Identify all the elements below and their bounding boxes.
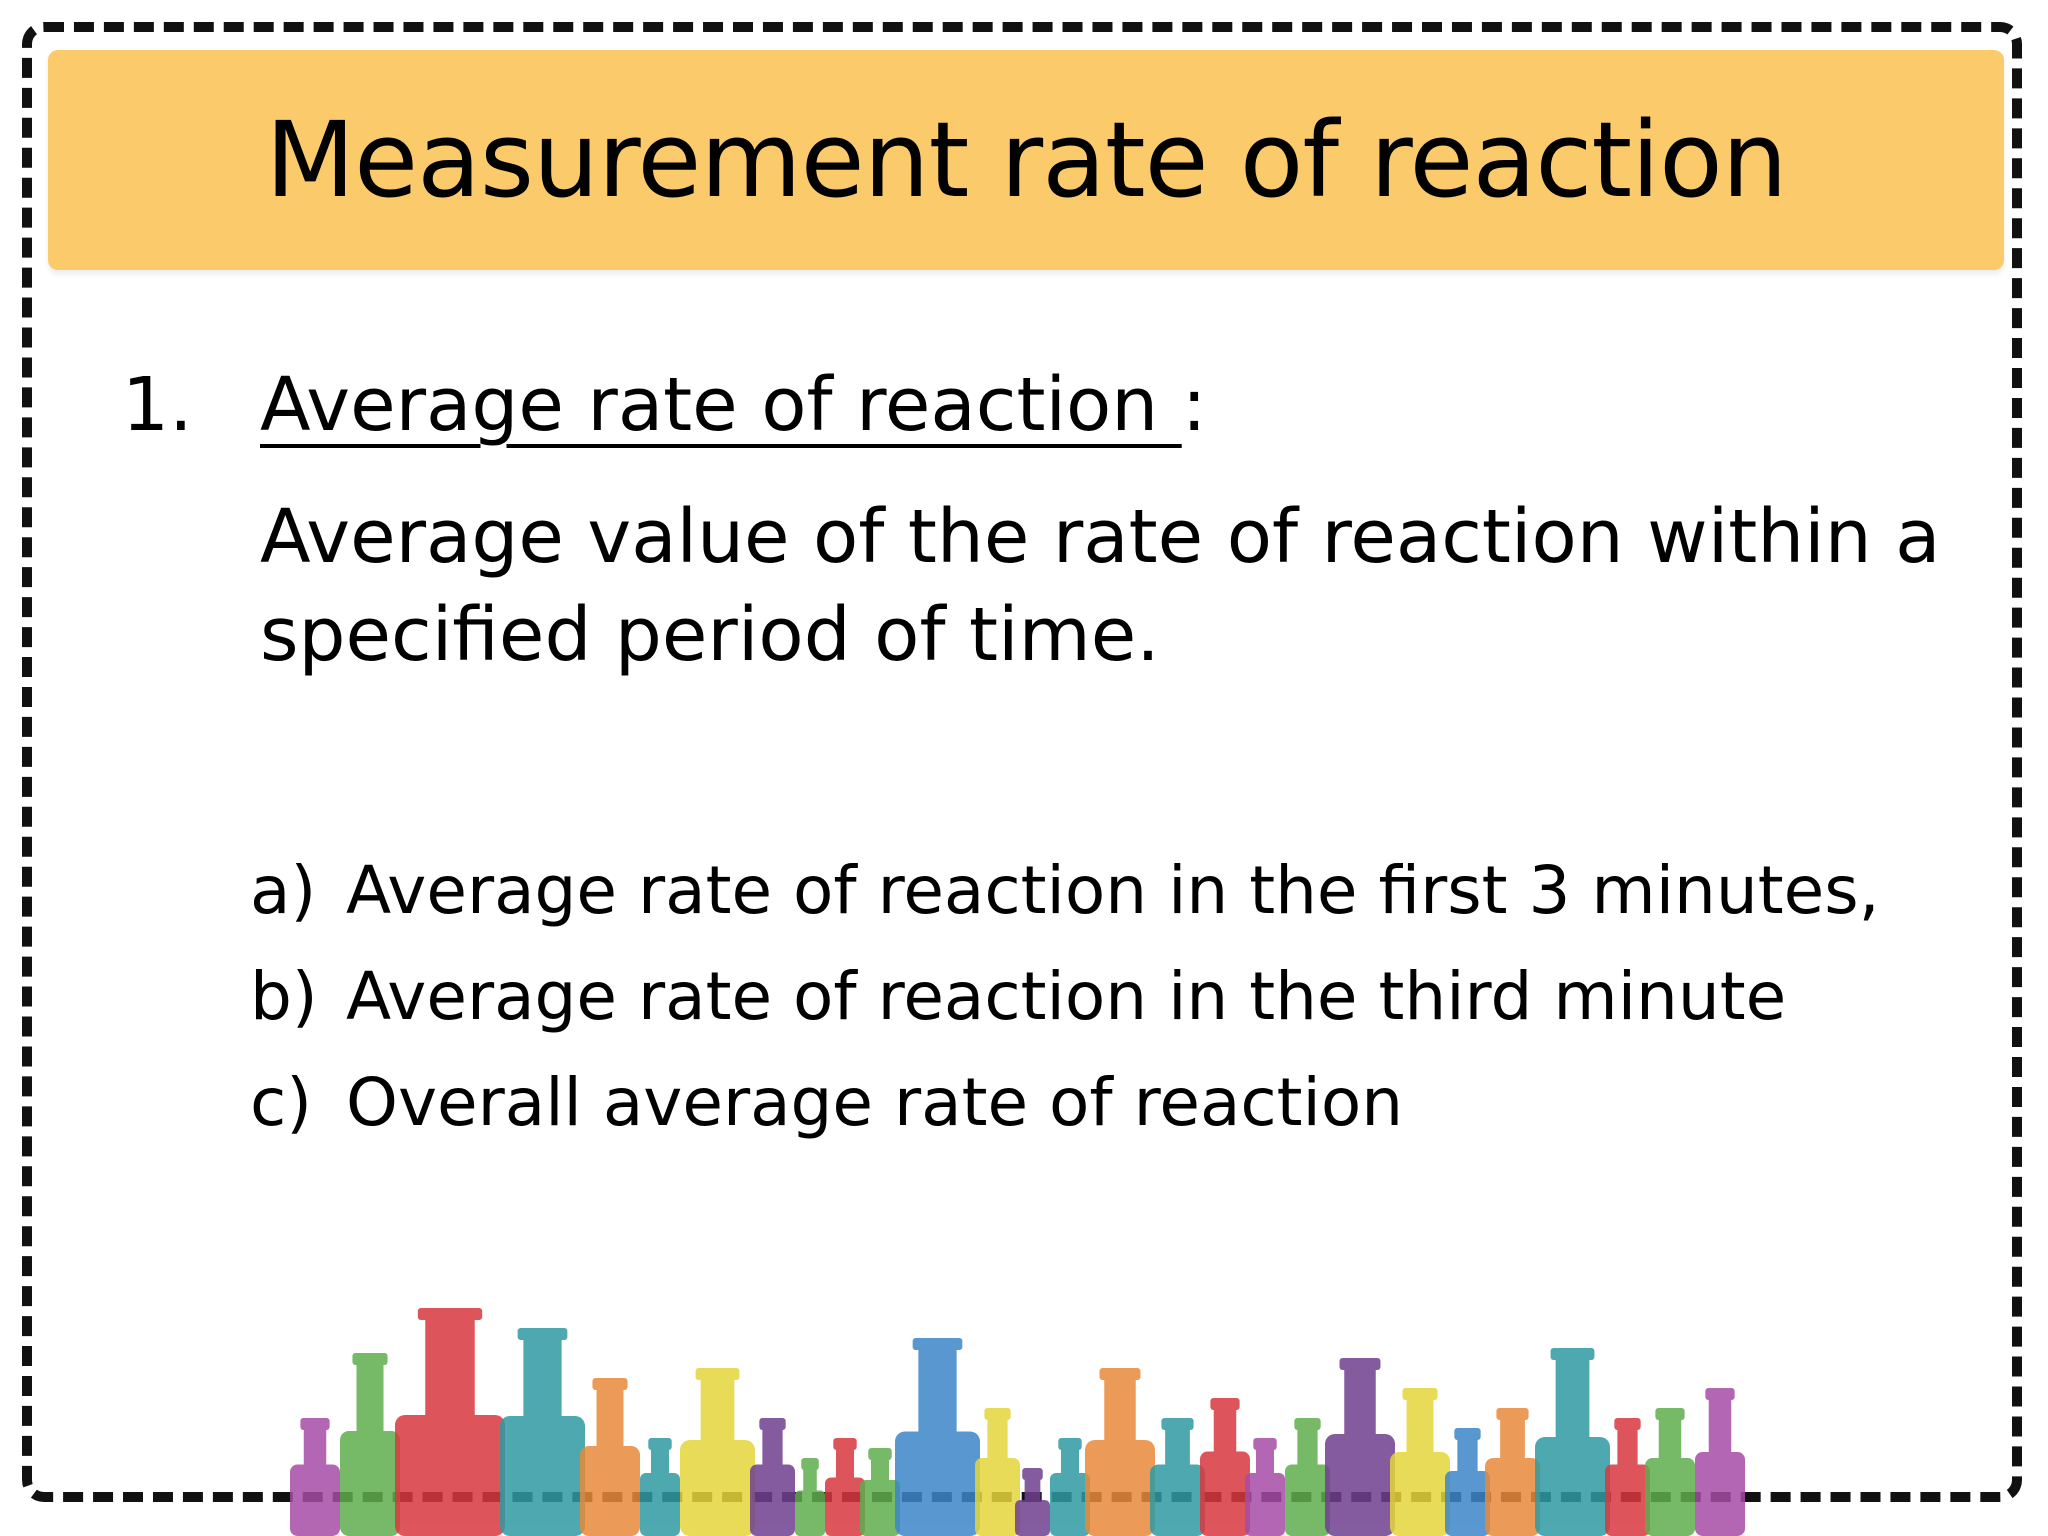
bottle-shape — [290, 1418, 340, 1536]
title-bar: Measurement rate of reaction — [48, 50, 2004, 270]
bottle-shape — [395, 1308, 505, 1536]
bottle-shape — [750, 1418, 795, 1536]
item-heading-text: Average rate of reaction — [260, 362, 1182, 448]
bottle-shape — [1200, 1398, 1250, 1536]
bottle-shape — [1285, 1418, 1330, 1536]
item-heading: Average rate of reaction : — [260, 368, 1207, 442]
dashed-slide-border — [22, 22, 2022, 1502]
bottle-shape — [500, 1328, 585, 1536]
sub-list-item: a) Average rate of reaction in the first … — [250, 838, 1880, 944]
bottle-shape — [825, 1438, 865, 1536]
bottle-shape — [1245, 1438, 1285, 1536]
bottle-shape — [1445, 1428, 1490, 1536]
slide-title: Measurement rate of reaction — [265, 99, 1787, 221]
bottle-shape — [1605, 1418, 1650, 1536]
sub-list: a) Average rate of reaction in the first … — [250, 838, 1880, 1156]
bottle-shape — [975, 1408, 1020, 1536]
bottle-shape — [1535, 1348, 1610, 1536]
definition-text: Average value of the rate of reaction wi… — [260, 494, 1941, 678]
sub-list-text: Average rate of reaction in the third mi… — [346, 958, 1787, 1035]
bottle-shape — [895, 1338, 980, 1536]
bottle-shape — [1150, 1418, 1205, 1536]
bottle-shape — [1325, 1358, 1395, 1536]
sub-list-text: Overall average rate of reaction — [346, 1064, 1404, 1141]
bottle-shape — [340, 1353, 400, 1536]
bottle-shape — [1050, 1438, 1090, 1536]
list-number: 1. — [122, 362, 193, 448]
chemistry-bottles-illustration — [290, 1308, 1745, 1536]
bottle-shape — [1645, 1408, 1695, 1536]
sub-list-text: Average rate of reaction in the first 3 … — [346, 852, 1880, 929]
bottle-shape — [1695, 1388, 1745, 1536]
sub-list-item: c) Overall average rate of reaction — [250, 1050, 1880, 1156]
sub-list-marker: c) — [250, 1064, 313, 1141]
bottle-shape — [795, 1458, 825, 1536]
bottle-shape — [1085, 1368, 1155, 1536]
bottle-shape — [640, 1438, 680, 1536]
sub-list-item: b) Average rate of reaction in the third … — [250, 944, 1880, 1050]
item-heading-colon: : — [1181, 362, 1207, 448]
sub-list-marker: a) — [250, 852, 317, 929]
bottle-shape — [680, 1368, 755, 1536]
bottle-shape — [1015, 1468, 1050, 1536]
bottle-shape — [580, 1378, 640, 1536]
bottle-shape — [1390, 1388, 1450, 1536]
bottle-shape — [1485, 1408, 1540, 1536]
bottle-shape — [860, 1448, 900, 1536]
sub-list-marker: b) — [250, 958, 318, 1035]
